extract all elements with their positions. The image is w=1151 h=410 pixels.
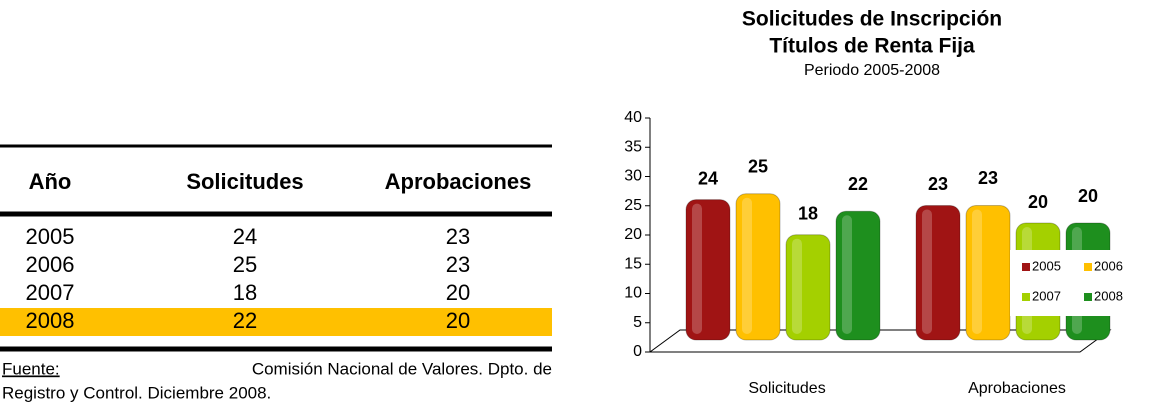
source-text: Comisión Nacional de Valores. Dpto. de — [252, 359, 552, 378]
bar-highlight — [972, 209, 982, 334]
table-cell: 22 — [233, 308, 257, 333]
bar-highlight — [842, 215, 852, 334]
table-cell: 20 — [446, 308, 470, 333]
legend-swatch — [1084, 263, 1092, 271]
table-cell: 25 — [233, 252, 257, 277]
chart-title: Solicitudes de Inscripción — [742, 8, 1002, 31]
table-header: Solicitudes — [186, 169, 303, 194]
bar — [835, 210, 881, 341]
data-label: 20 — [1078, 186, 1098, 206]
bar — [915, 204, 961, 341]
legend-box — [1010, 250, 1151, 316]
data-label: 23 — [928, 174, 948, 194]
bar-highlight — [922, 209, 932, 334]
y-tick-label: 5 — [633, 314, 642, 331]
bar-highlight — [792, 238, 802, 334]
highlight-row — [0, 308, 552, 336]
legend-label: 2005 — [1032, 258, 1061, 273]
y-tick-label: 25 — [624, 197, 642, 214]
table-cell: 18 — [233, 280, 257, 305]
y-tick-label: 10 — [624, 285, 642, 302]
legend-label: 2006 — [1094, 258, 1123, 273]
data-label: 18 — [798, 203, 818, 223]
source-text: Registro y Control. Diciembre 2008. — [2, 383, 271, 402]
y-tick-label: 35 — [624, 138, 642, 155]
source-label: Fuente: — [2, 359, 60, 378]
data-label: 25 — [748, 157, 768, 177]
table: Fuente: Comisión Nacional de Valores. Dp… — [0, 144, 552, 402]
data-label: 20 — [1028, 192, 1048, 212]
table-cell: 23 — [446, 224, 470, 249]
legend-swatch — [1084, 293, 1092, 301]
table-cell: 2008 — [26, 308, 75, 333]
bar — [685, 199, 731, 341]
legend-swatch — [1022, 263, 1030, 271]
legend-label: 2007 — [1032, 288, 1061, 303]
y-tick-label: 30 — [624, 168, 642, 185]
x-tick-label: Solicitudes — [748, 380, 825, 397]
table-cell: 2007 — [26, 280, 75, 305]
legend-swatch — [1022, 293, 1030, 301]
x-tick-label: Aprobaciones — [968, 380, 1066, 397]
data-label: 22 — [848, 174, 868, 194]
bar — [735, 193, 781, 341]
chart-title: Títulos de Renta Fija — [769, 35, 975, 58]
table-cell: 2005 — [26, 224, 75, 249]
y-tick-label: 40 — [624, 109, 642, 126]
chart-subtitle: Periodo 2005-2008 — [804, 62, 940, 79]
legend-label: 2008 — [1094, 288, 1123, 303]
bar-highlight — [692, 203, 702, 334]
table-cell: 23 — [446, 252, 470, 277]
data-label: 23 — [978, 168, 998, 188]
data-label: 24 — [698, 168, 718, 188]
y-tick-label: 15 — [624, 255, 642, 272]
bar-highlight — [742, 197, 752, 334]
table-cell: 24 — [233, 224, 257, 249]
y-tick-label: 0 — [633, 343, 642, 360]
chart: Solicitudes de Inscripción Títulos de Re… — [624, 8, 1151, 397]
bar — [785, 234, 831, 341]
table-header: Año — [29, 169, 72, 194]
y-tick-label: 20 — [624, 226, 642, 243]
table-header: Aprobaciones — [385, 169, 532, 194]
table-cell: 2006 — [26, 252, 75, 277]
table-cell: 20 — [446, 280, 470, 305]
